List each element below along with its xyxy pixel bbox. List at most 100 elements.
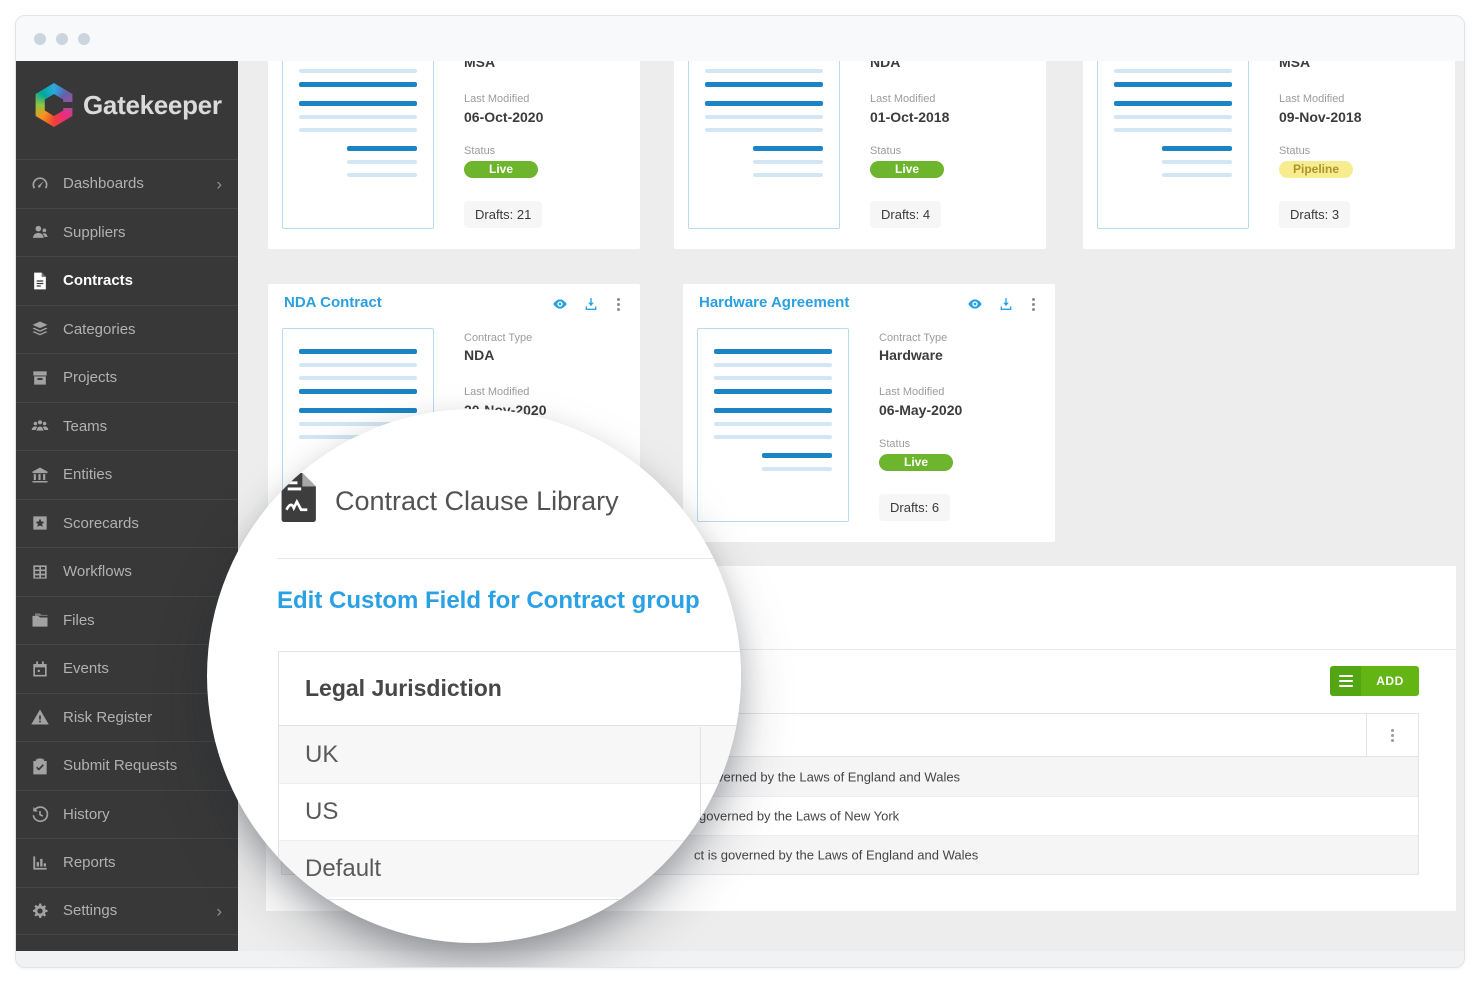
sidebar-item-reports[interactable]: Reports (16, 838, 238, 887)
contract-type-value: Hardware (879, 347, 943, 363)
drafts-chip: Drafts: 21 (464, 201, 543, 228)
sidebar-item-contracts[interactable]: Contracts (16, 256, 238, 305)
panel-divider (266, 649, 1456, 650)
last-modified-value: 06-Oct-2020 (464, 109, 544, 125)
files-icon (30, 610, 50, 630)
drafts-chip: Drafts: 3 (1279, 201, 1351, 228)
contract-type-value: MSA (1279, 61, 1311, 70)
reports-icon (30, 853, 50, 873)
sidebar-item-history[interactable]: History (16, 789, 238, 839)
status-label: Status (879, 438, 911, 450)
eye-icon[interactable] (551, 296, 569, 312)
risk-warning-icon (30, 707, 50, 727)
status-label: Status (464, 145, 496, 157)
kebab-menu-icon[interactable] (613, 297, 624, 312)
app-window: Gatekeeper Dashboards › Suppliers Contra… (15, 15, 1465, 968)
sidebar-item-settings[interactable]: Settings › (16, 886, 238, 935)
jurisdiction-table: Legal Jurisdiction UK US Default (278, 651, 741, 900)
document-thumbnail (697, 328, 849, 522)
contract-card[interactable]: NDA Last Modified 01-Oct-2018 Status Liv… (674, 61, 1046, 249)
last-modified-value: 06-May-2020 (879, 402, 963, 418)
contracts-icon (30, 271, 50, 291)
gatekeeper-logo[interactable]: Gatekeeper (34, 83, 222, 127)
clause-table-header-row (282, 714, 1418, 757)
sidebar-item-suppliers[interactable]: Suppliers (16, 207, 238, 257)
status-badge: Live (870, 161, 944, 178)
document-thumbnail (282, 61, 434, 229)
brand-name: Gatekeeper (83, 89, 222, 120)
sidebar-nav: Dashboards › Suppliers Contracts Categor… (16, 159, 238, 935)
table-row[interactable]: governed by the Laws of New York (282, 796, 1418, 835)
sidebar-item-teams[interactable]: Teams (16, 401, 238, 451)
settings-gear-icon (30, 901, 50, 921)
contract-card[interactable]: MSA Last Modified 09-Nov-2018 Status Pip… (1083, 61, 1455, 249)
contract-type-value: NDA (870, 61, 901, 70)
contract-type-value: NDA (464, 347, 495, 363)
window-control-dot (56, 33, 68, 45)
window-titlebar (16, 16, 1464, 61)
contract-type-label: Contract Type (879, 332, 948, 344)
eye-icon[interactable] (966, 296, 984, 312)
sidebar-item-files[interactable]: Files (16, 595, 238, 645)
contract-type-label: Contract Type (464, 332, 533, 344)
contract-card[interactable]: MSA Last Modified 06-Oct-2020 Status Liv… (268, 61, 640, 249)
jurisdiction-row: UK (279, 726, 741, 783)
jurisdiction-row: Default (279, 840, 741, 897)
chevron-right-icon: › (216, 174, 222, 194)
clause-library-title: Contract Clause Library (335, 486, 619, 516)
events-icon (30, 659, 50, 679)
dashboards-icon (30, 174, 50, 194)
sidebar: Gatekeeper Dashboards › Suppliers Contra… (16, 61, 238, 951)
kebab-menu-icon[interactable] (1028, 297, 1039, 312)
workflows-icon (30, 562, 50, 582)
column-divider (700, 727, 701, 899)
contract-card[interactable]: Hardware Agreement Contract Type Hardwar… (683, 284, 1055, 542)
row-actions-cell[interactable] (1366, 714, 1418, 756)
lens-divider (277, 558, 741, 559)
window-control-dot (78, 33, 90, 45)
sidebar-item-projects[interactable]: Projects (16, 353, 238, 402)
contract-card-title[interactable]: Hardware Agreement (699, 294, 850, 311)
last-modified-value: 01-Oct-2018 (870, 109, 950, 125)
status-label: Status (1279, 145, 1311, 157)
last-modified-label: Last Modified (870, 93, 936, 105)
download-icon[interactable] (997, 296, 1015, 312)
scorecards-icon (30, 513, 50, 533)
entities-icon (30, 465, 50, 485)
projects-icon (30, 368, 50, 388)
sidebar-item-dashboards[interactable]: Dashboards › (16, 159, 238, 208)
status-badge: Live (464, 161, 538, 178)
submit-requests-icon (30, 756, 50, 776)
edit-custom-field-heading: Edit Custom Field for Contract group (277, 587, 700, 614)
chevron-right-icon: › (216, 901, 222, 921)
gatekeeper-logo-icon (35, 83, 73, 127)
status-badge: Live (879, 454, 953, 471)
document-thumbnail (688, 61, 840, 229)
history-icon (30, 804, 50, 824)
sidebar-item-submit-requests[interactable]: Submit Requests (16, 741, 238, 790)
sidebar-item-workflows[interactable]: Workflows (16, 547, 238, 596)
window-control-dot (34, 33, 46, 45)
sidebar-item-risk-register[interactable]: Risk Register (16, 692, 238, 742)
jurisdiction-table-header: Legal Jurisdiction (279, 652, 741, 726)
document-thumbnail (1097, 61, 1249, 229)
sidebar-item-entities[interactable]: Entities (16, 450, 238, 499)
jurisdiction-row: US (279, 783, 741, 840)
sidebar-item-categories[interactable]: Categories (16, 304, 238, 354)
download-icon[interactable] (582, 296, 600, 312)
clause-library-icon (279, 473, 316, 522)
last-modified-value: 09-Nov-2018 (1279, 109, 1362, 125)
sidebar-item-events[interactable]: Events (16, 644, 238, 693)
sidebar-item-scorecards[interactable]: Scorecards (16, 498, 238, 548)
magnifier-lens: Contract Clause Library Edit Custom Fiel… (207, 409, 741, 943)
add-button[interactable]: ADD (1330, 666, 1419, 696)
window-controls (34, 33, 90, 45)
categories-icon (30, 319, 50, 339)
status-label: Status (870, 145, 902, 157)
kebab-menu-icon[interactable] (1391, 728, 1394, 742)
contract-card-title[interactable]: NDA Contract (284, 294, 382, 311)
last-modified-label: Last Modified (464, 386, 530, 398)
last-modified-label: Last Modified (1279, 93, 1345, 105)
hamburger-menu-icon[interactable] (1330, 666, 1361, 696)
